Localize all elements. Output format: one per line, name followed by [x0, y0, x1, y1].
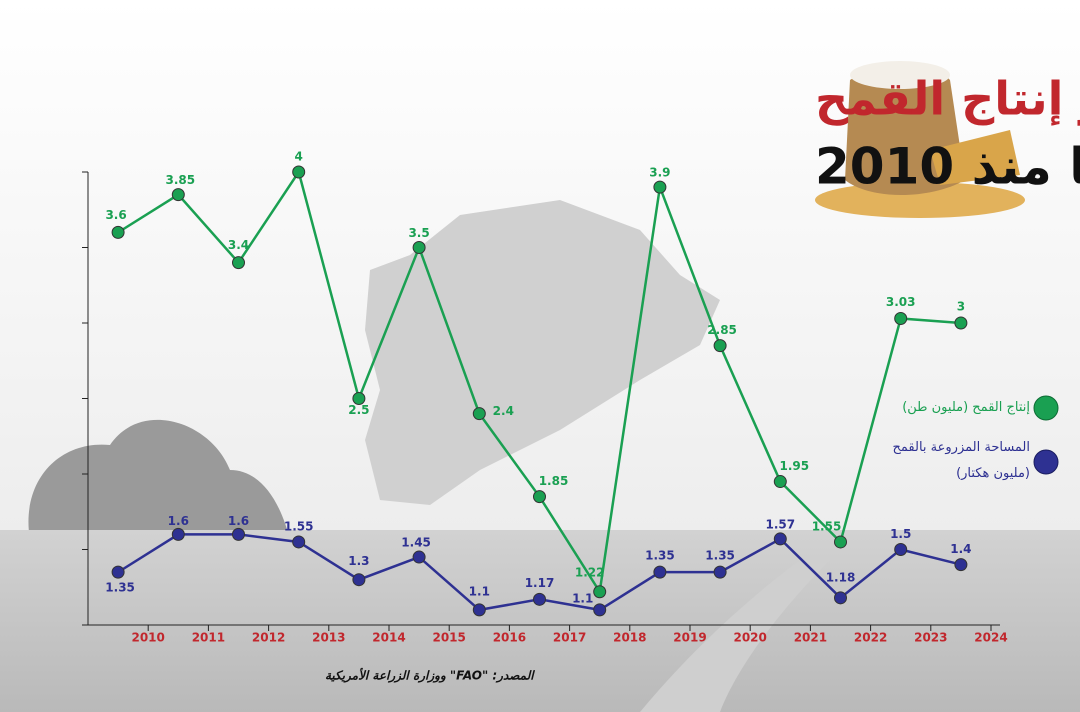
chart-title: كيف تغير إنتاج القمح: [815, 72, 1080, 127]
data-point: [593, 603, 607, 617]
data-label: 2.5: [348, 403, 369, 417]
data-point: [232, 256, 245, 270]
x-tick-label: 2020: [733, 631, 766, 645]
data-label: 4: [295, 150, 303, 164]
legend-label: إنتاج القمح (مليون طن): [902, 400, 1030, 415]
data-point: [352, 392, 366, 405]
data-label: 1.95: [779, 459, 809, 473]
legend-entry: إنتاج القمح (مليون طن): [902, 400, 1030, 415]
trees: [28, 419, 290, 540]
x-tick-label: 2022: [854, 631, 887, 645]
data-label: 2.4: [493, 404, 514, 418]
data-label: 1.22: [575, 565, 605, 579]
data-point: [773, 532, 787, 546]
data-point: [713, 339, 727, 353]
data-label: 3.03: [886, 295, 916, 309]
data-point: [412, 241, 426, 254]
data-label: 1.4: [950, 542, 971, 556]
data-label: 3.4: [228, 238, 249, 252]
x-tick-label: 2015: [432, 631, 465, 645]
data-label: 1.3: [348, 554, 369, 568]
chart-subtitle: في سوريا منذ 2010: [815, 138, 1080, 197]
data-label: 1.1: [469, 584, 490, 598]
data-label: 1.6: [228, 514, 249, 528]
data-label: 1.17: [525, 576, 555, 590]
x-tick-label: 2019: [673, 631, 706, 645]
field-path: [640, 560, 830, 712]
data-point: [232, 527, 245, 541]
data-label: 1.6: [168, 514, 189, 528]
legend-entry: المساحة المزروعة بالقمح (مليون هكتار): [892, 440, 1030, 481]
data-point: [533, 592, 546, 606]
data-point: [834, 535, 847, 549]
x-tick-label: 2017: [553, 631, 586, 645]
data-point: [713, 565, 727, 579]
x-tick-label: 2023: [914, 631, 947, 645]
data-point: [472, 407, 486, 421]
data-label: 1.35: [645, 549, 675, 563]
data-point: [171, 527, 185, 541]
data-point: [954, 316, 968, 330]
x-tick-label: 2018: [613, 631, 646, 645]
data-point: [533, 490, 546, 504]
x-tick-label: 2013: [312, 631, 345, 645]
data-label: 3.6: [105, 208, 126, 222]
x-tick-label: 2010: [131, 631, 164, 645]
data-point: [653, 565, 667, 579]
map-silhouette: [365, 200, 720, 505]
data-point: [292, 165, 306, 179]
x-tick-label: 2021: [794, 631, 827, 645]
data-label: 3.85: [165, 173, 195, 187]
data-label: 2.85: [707, 323, 737, 337]
data-point: [292, 535, 306, 549]
data-label: 1.57: [765, 517, 795, 531]
data-point: [773, 475, 787, 489]
data-point: [412, 550, 426, 564]
legend-swatch: [1033, 395, 1059, 421]
wheat-sack: [815, 61, 1025, 218]
data-point: [834, 591, 847, 605]
data-point: [894, 543, 908, 556]
field: [0, 530, 1080, 712]
x-tick-label: 2012: [252, 631, 285, 645]
x-tick-label: 2024: [974, 631, 1007, 645]
data-point: [171, 188, 185, 202]
data-point: [111, 225, 125, 239]
data-point: [111, 565, 125, 579]
data-label: 1.55: [284, 519, 314, 533]
data-point: [954, 558, 968, 572]
data-label: 3.9: [649, 166, 670, 180]
legend-label: المساحة المزروعة بالقمح (مليون هكتار): [892, 440, 1030, 481]
data-label: 1.45: [401, 536, 431, 550]
data-label: 3: [957, 300, 965, 314]
x-tick-label: 2014: [372, 631, 405, 645]
data-label: 1.1: [572, 591, 593, 605]
data-point: [593, 585, 607, 599]
data-point: [352, 573, 366, 587]
data-label: 1.5: [890, 527, 911, 541]
data-label: 1.18: [826, 570, 856, 584]
x-tick-label: 2016: [493, 631, 526, 645]
data-point: [894, 311, 908, 325]
data-label: 1.35: [105, 581, 135, 595]
data-point: [472, 603, 486, 617]
legend-swatch: [1033, 449, 1059, 475]
data-point: [653, 180, 667, 194]
data-label: 1.35: [705, 549, 735, 563]
source: المصدر: "FAO" ووزارة الزراعة الأمريكية: [325, 668, 535, 684]
data-label: 1.55: [812, 519, 842, 533]
x-tick-label: 2011: [192, 631, 225, 645]
data-label: 1.85: [539, 474, 569, 488]
data-label: 3.5: [408, 226, 429, 240]
